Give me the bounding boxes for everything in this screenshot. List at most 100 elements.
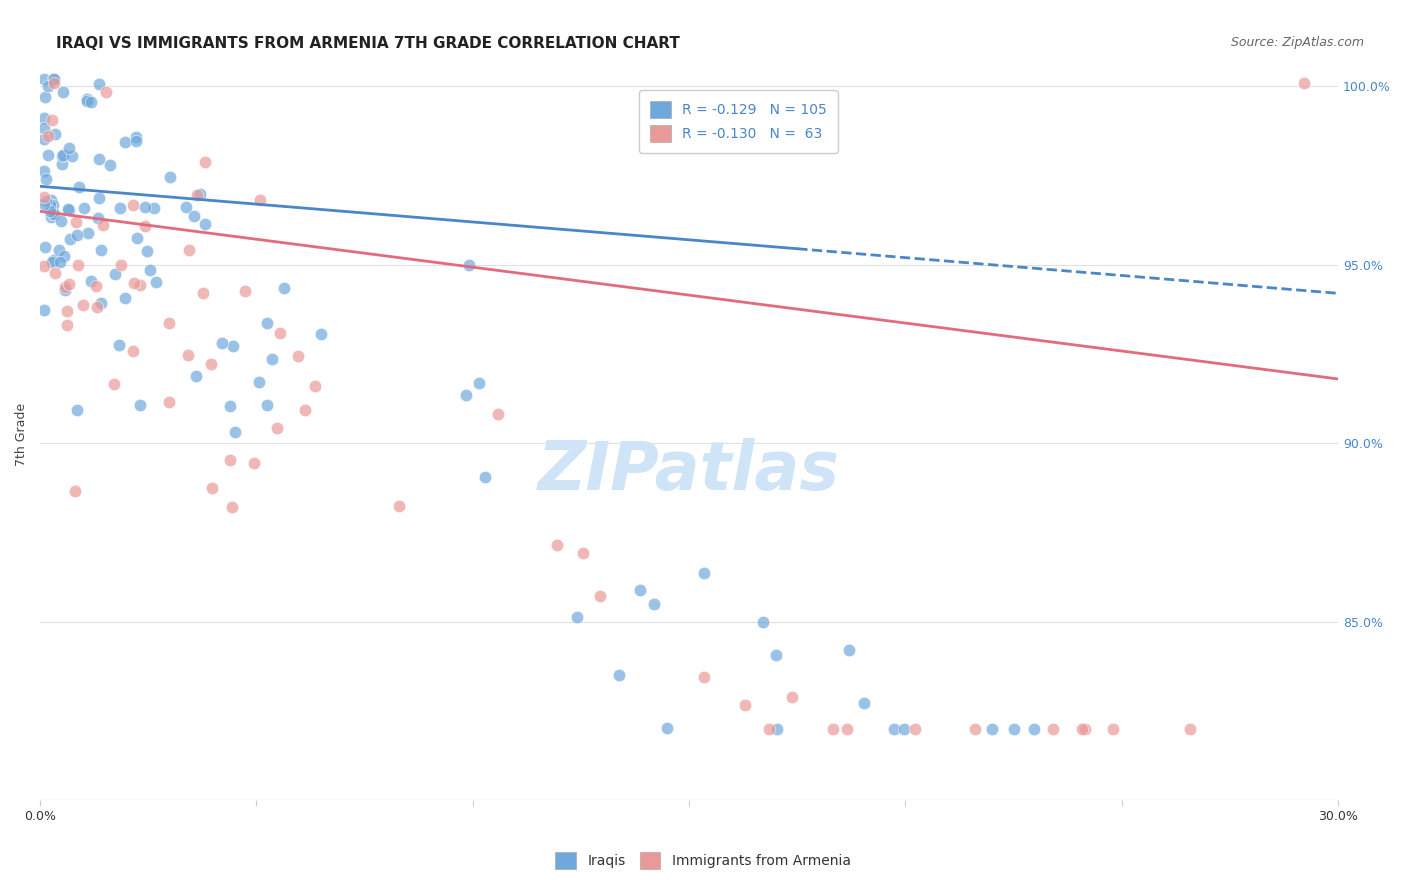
Point <box>87 211 110 226</box>
Point <box>765 648 787 662</box>
Point <box>56 304 79 318</box>
Point <box>44 76 66 90</box>
Point <box>90 243 112 257</box>
Point <box>32 72 55 87</box>
Point <box>474 470 496 484</box>
Point <box>134 200 156 214</box>
Point <box>66 228 89 243</box>
Legend: Iraqis, Immigrants from Armenia: Iraqis, Immigrants from Armenia <box>548 846 858 876</box>
Point <box>34 90 56 104</box>
Point <box>114 135 136 149</box>
Point <box>89 191 111 205</box>
Point <box>145 275 167 289</box>
Point <box>37 148 59 162</box>
Point <box>44 266 66 280</box>
Point <box>188 186 211 201</box>
Point <box>201 481 224 495</box>
Point <box>194 218 217 232</box>
Point <box>87 152 110 166</box>
Point <box>52 148 75 162</box>
Point <box>32 132 55 146</box>
Point <box>734 698 756 712</box>
Point <box>963 722 986 736</box>
Point <box>224 425 246 439</box>
Point <box>32 163 55 178</box>
Point <box>221 500 243 515</box>
Point <box>49 255 72 269</box>
Point <box>179 243 201 257</box>
Point <box>565 610 588 624</box>
Point <box>37 78 59 93</box>
Point <box>980 722 1002 736</box>
Point <box>468 376 491 391</box>
Point <box>90 295 112 310</box>
Point <box>136 244 159 259</box>
Point <box>193 286 215 301</box>
Point <box>35 172 58 186</box>
Point <box>838 642 860 657</box>
Point <box>104 267 127 281</box>
Point <box>883 722 905 736</box>
Point <box>122 277 145 291</box>
Point <box>266 421 288 435</box>
Point <box>243 457 266 471</box>
Point <box>893 722 915 736</box>
Point <box>32 303 55 318</box>
Point <box>59 232 82 246</box>
Point <box>1071 722 1094 736</box>
Point <box>752 615 775 629</box>
Point <box>79 274 101 288</box>
Point <box>1180 722 1202 736</box>
Point <box>39 193 62 207</box>
Point <box>174 200 197 214</box>
Point <box>1022 722 1045 736</box>
Point <box>65 215 87 229</box>
Point <box>42 207 65 221</box>
Point <box>87 77 110 91</box>
Point <box>821 722 844 736</box>
Point <box>34 240 56 254</box>
Point <box>67 179 90 194</box>
Point <box>60 149 83 163</box>
Text: Source: ZipAtlas.com: Source: ZipAtlas.com <box>1230 36 1364 49</box>
Point <box>309 326 332 341</box>
Point <box>233 284 256 298</box>
Point <box>76 94 98 108</box>
Point <box>108 338 131 352</box>
Point <box>758 722 780 736</box>
Point <box>571 546 593 560</box>
Point <box>194 154 217 169</box>
Point <box>247 376 270 390</box>
Point <box>692 670 714 684</box>
Point <box>157 394 180 409</box>
Point <box>103 376 125 391</box>
Point <box>53 249 76 263</box>
Point <box>125 231 148 245</box>
Point <box>37 128 59 143</box>
Point <box>249 193 271 207</box>
Point <box>32 197 55 211</box>
Point <box>44 252 66 267</box>
Point <box>546 538 568 552</box>
Point <box>304 379 326 393</box>
Point <box>38 198 60 212</box>
Point <box>58 202 80 217</box>
Point <box>38 203 60 218</box>
Point <box>211 336 233 351</box>
Point <box>72 297 94 311</box>
Text: IRAQI VS IMMIGRANTS FROM ARMENIA 7TH GRADE CORRELATION CHART: IRAQI VS IMMIGRANTS FROM ARMENIA 7TH GRA… <box>56 36 681 51</box>
Point <box>48 244 70 258</box>
Point <box>128 278 150 293</box>
Point <box>42 72 65 87</box>
Point <box>287 349 309 363</box>
Point <box>51 149 73 163</box>
Point <box>52 85 75 99</box>
Point <box>94 85 117 99</box>
Point <box>84 278 107 293</box>
Point <box>66 258 89 272</box>
Point <box>184 369 207 384</box>
Point <box>1292 76 1315 90</box>
Point <box>121 198 143 212</box>
Point <box>454 388 477 402</box>
Point <box>159 170 181 185</box>
